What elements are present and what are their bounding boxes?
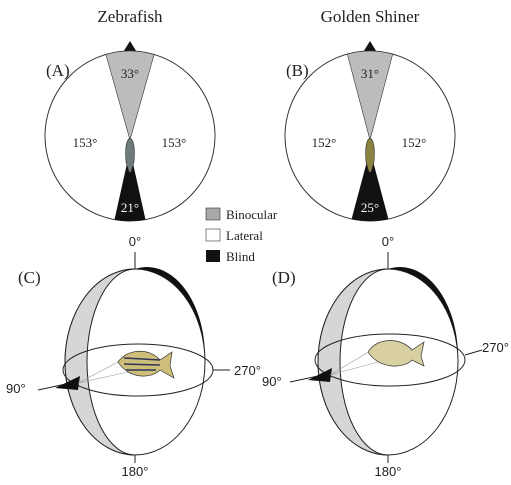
- legend: Binocular Lateral Blind: [205, 207, 278, 264]
- sight-line: [329, 349, 373, 376]
- fish-icon: [117, 350, 175, 379]
- direction-marker: [308, 368, 332, 382]
- lateral-angle: 153°: [73, 135, 98, 150]
- fish-icon: [125, 137, 135, 173]
- panel-b: Golden Shiner (B) 31° 152° 152° 25°: [284, 7, 456, 222]
- lateral-angle: 152°: [312, 135, 337, 150]
- angle-label: 270°: [234, 363, 261, 378]
- sight-line: [77, 371, 129, 384]
- sight-line: [329, 361, 379, 376]
- angle-label: 90°: [6, 381, 26, 396]
- panel-title: Golden Shiner: [321, 7, 420, 26]
- panel-label: (B): [286, 61, 309, 80]
- fish-icon: [365, 137, 375, 173]
- angle-label: 270°: [482, 340, 509, 355]
- blind-angle: 25°: [361, 200, 379, 215]
- angle-label: 90°: [262, 374, 282, 389]
- lateral-angle: 152°: [402, 135, 427, 150]
- binocular-crescent: [317, 268, 389, 456]
- angle-label: 180°: [122, 464, 149, 479]
- blind-zone: [351, 150, 389, 222]
- binocular-zone: [105, 50, 155, 142]
- axis-tick: [289, 375, 319, 383]
- panel-a: Zebrafish (A) 33° 153° 153° 21°: [44, 7, 216, 222]
- axis-tick: [464, 349, 483, 356]
- binocular-zone: [346, 50, 394, 142]
- horizontal-plane: [314, 333, 466, 387]
- binocular-crescent: [64, 268, 136, 456]
- legend-swatch: [205, 228, 221, 242]
- panel-label: (D): [272, 268, 296, 287]
- direction-marker: [55, 376, 80, 390]
- legend-label: Binocular: [226, 207, 278, 222]
- panel-label: (C): [18, 268, 41, 287]
- sphere-c: (C) 0° 270° 90° 180°: [6, 234, 261, 479]
- sight-line: [77, 359, 123, 384]
- angle-label: 0°: [382, 234, 394, 249]
- angle-label: 180°: [375, 464, 402, 479]
- angle-label: 0°: [129, 234, 141, 249]
- binocular-angle: 33°: [121, 66, 139, 81]
- sphere-d: (D) 0° 270° 90° 180°: [262, 234, 509, 479]
- lateral-angle: 153°: [162, 135, 187, 150]
- panel-title: Zebrafish: [97, 7, 163, 26]
- legend-label: Blind: [226, 249, 255, 264]
- blind-zone: [114, 150, 146, 222]
- legend-label: Lateral: [226, 228, 263, 243]
- legend-swatch: [206, 250, 220, 262]
- binocular-angle: 31°: [361, 66, 379, 81]
- blind-angle: 21°: [121, 200, 139, 215]
- legend-swatch: [205, 207, 221, 221]
- panel-label: (A): [46, 61, 70, 80]
- fish-icon: [367, 340, 425, 367]
